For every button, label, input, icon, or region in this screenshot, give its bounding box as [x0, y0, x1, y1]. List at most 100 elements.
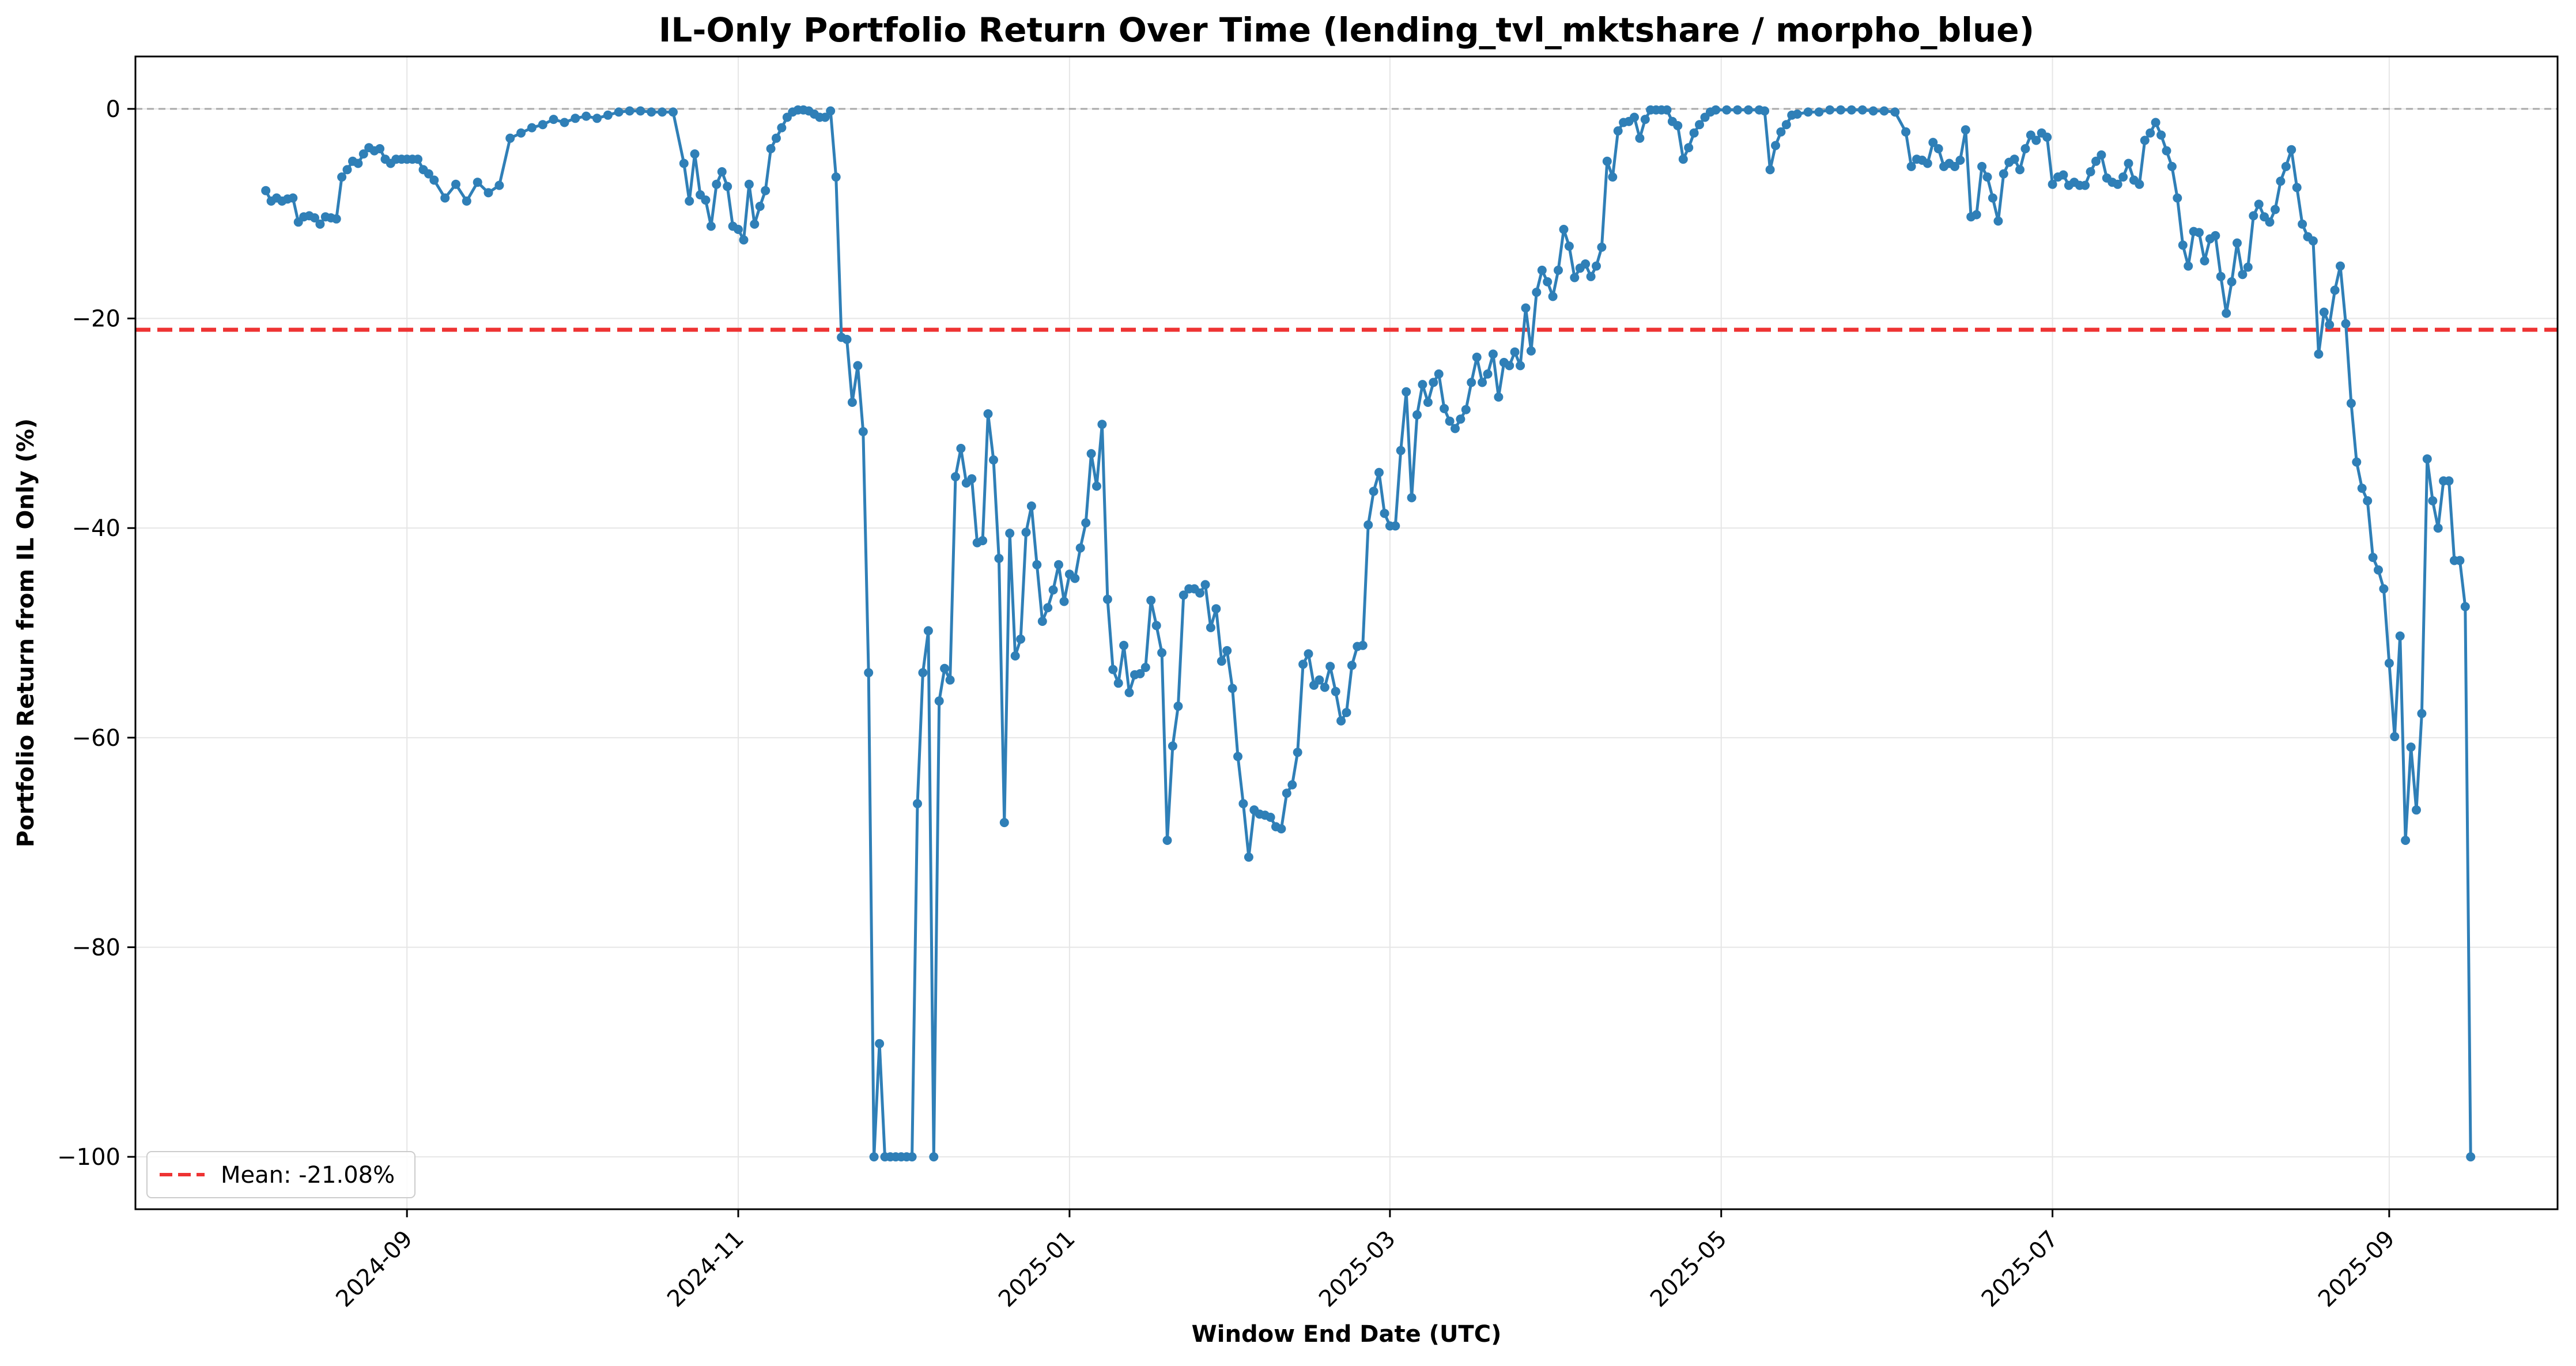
data-point [2058, 170, 2068, 180]
data-point [1510, 347, 1520, 357]
legend-label-mean: Mean: -21.08% [221, 1162, 395, 1188]
data-point [1075, 543, 1085, 553]
data-point [2412, 805, 2421, 815]
data-point [1451, 424, 1460, 433]
data-point [1771, 141, 1780, 150]
data-point [1200, 580, 1210, 590]
data-point [1097, 420, 1107, 429]
data-point [2086, 167, 2095, 176]
data-point [1287, 780, 1297, 790]
data-point [1613, 126, 1623, 136]
y-tick-label: 0 [106, 96, 120, 123]
data-point [1005, 529, 1015, 538]
data-point [560, 118, 569, 127]
data-point [261, 186, 271, 195]
reference-lines [135, 108, 2558, 332]
data-point [2336, 261, 2345, 271]
data-point [2146, 128, 2155, 138]
data-point [494, 180, 504, 190]
data-point [989, 455, 998, 465]
data-point [668, 107, 678, 117]
data-point [1135, 669, 1145, 678]
data-point [1537, 265, 1547, 275]
chart-title: IL-Only Portfolio Return Over Time (lend… [659, 10, 2034, 50]
data-point [1982, 172, 1992, 182]
data-point [1092, 481, 1101, 491]
data-point [1743, 105, 1753, 115]
data-point [1369, 486, 1378, 496]
data-point [1211, 604, 1221, 614]
data-point [723, 182, 732, 191]
data-point [2222, 308, 2231, 318]
legend-box [146, 1151, 416, 1198]
data-point [2433, 523, 2443, 533]
data-point [1901, 127, 1911, 137]
data-point [1086, 449, 1096, 459]
data-point [847, 398, 857, 407]
data-point [2325, 320, 2335, 330]
data-point [2384, 658, 2394, 668]
data-point [2254, 199, 2264, 209]
data-point [2015, 165, 2024, 175]
data-point [2020, 144, 2030, 153]
data-point [2341, 319, 2351, 329]
data-point [2422, 454, 2432, 464]
data-point [1396, 446, 1406, 455]
data-point [1689, 128, 1699, 138]
data-point [2460, 602, 2470, 612]
data-point [1803, 107, 1813, 117]
data-point [842, 334, 852, 344]
data-point [1179, 590, 1188, 600]
data-point [1374, 467, 1384, 477]
data-point [1402, 387, 1411, 397]
y-tick-label: −60 [72, 725, 120, 752]
data-point [1162, 836, 1172, 845]
data-point [1673, 121, 1683, 130]
data-point [929, 1152, 939, 1162]
data-point [2357, 484, 2367, 493]
x-axis-label: Window End Date (UTC) [1192, 1321, 1502, 1348]
data-point [1581, 259, 1591, 269]
data-point [1293, 748, 1302, 757]
data-point [1325, 662, 1335, 671]
data-point [913, 799, 922, 809]
data-point [1765, 165, 1775, 175]
data-point [1363, 520, 1373, 530]
data-point [1950, 161, 1959, 171]
data-point [1961, 125, 1970, 135]
data-point [429, 175, 439, 185]
data-point [288, 193, 298, 203]
data-point [1461, 405, 1471, 414]
data-point [413, 154, 422, 164]
data-point [1483, 369, 1493, 379]
data-point [1331, 686, 1340, 696]
data-point [1836, 105, 1846, 115]
data-point [2276, 176, 2286, 186]
data-point [945, 675, 955, 685]
data-point [1488, 349, 1498, 359]
data-point [1890, 107, 1900, 117]
data-point [505, 133, 515, 143]
data-point [1597, 242, 1607, 252]
data-point [2216, 271, 2226, 281]
data-point [1320, 682, 1329, 692]
legend: Mean: -21.08% [146, 1151, 416, 1198]
data-point [2292, 183, 2302, 193]
data-point [1434, 369, 1444, 379]
data-point [1140, 663, 1150, 672]
data-point [484, 188, 493, 198]
data-point [1559, 225, 1569, 234]
data-point [1554, 265, 1563, 275]
data-point [310, 213, 319, 222]
data-point [685, 196, 694, 206]
data-point [1407, 493, 1417, 503]
data-point [2156, 130, 2166, 140]
data-point [2401, 836, 2411, 845]
data-point [1282, 788, 1291, 798]
data-point [1825, 105, 1835, 115]
data-point [2194, 228, 2204, 237]
data-point [999, 818, 1009, 828]
data-point [1478, 378, 1487, 387]
data-point [2444, 476, 2454, 486]
data-point [2428, 496, 2438, 505]
